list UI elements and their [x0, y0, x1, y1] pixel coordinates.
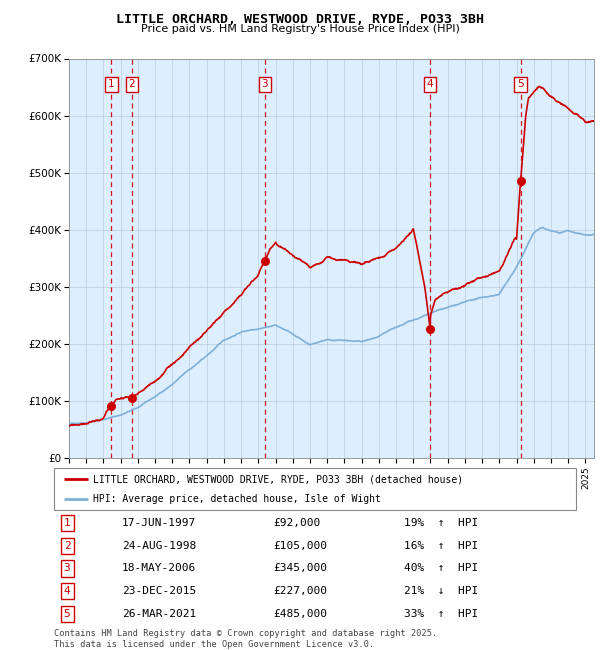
Text: 3: 3	[64, 564, 70, 573]
Text: £485,000: £485,000	[273, 609, 327, 619]
Text: 16%  ↑  HPI: 16% ↑ HPI	[404, 541, 478, 551]
Text: 5: 5	[517, 79, 524, 90]
FancyBboxPatch shape	[54, 468, 576, 510]
Text: 2: 2	[64, 541, 70, 551]
Text: Contains HM Land Registry data © Crown copyright and database right 2025.
This d: Contains HM Land Registry data © Crown c…	[54, 629, 437, 649]
Text: 40%  ↑  HPI: 40% ↑ HPI	[404, 564, 478, 573]
Text: 1: 1	[64, 518, 70, 528]
Text: 26-MAR-2021: 26-MAR-2021	[122, 609, 196, 619]
Text: HPI: Average price, detached house, Isle of Wight: HPI: Average price, detached house, Isle…	[93, 494, 381, 504]
Text: LITTLE ORCHARD, WESTWOOD DRIVE, RYDE, PO33 3BH: LITTLE ORCHARD, WESTWOOD DRIVE, RYDE, PO…	[116, 13, 484, 26]
Text: £345,000: £345,000	[273, 564, 327, 573]
Text: Price paid vs. HM Land Registry's House Price Index (HPI): Price paid vs. HM Land Registry's House …	[140, 24, 460, 34]
Text: £227,000: £227,000	[273, 586, 327, 596]
Text: 3: 3	[262, 79, 268, 90]
Text: 18-MAY-2006: 18-MAY-2006	[122, 564, 196, 573]
Text: 4: 4	[427, 79, 433, 90]
Text: £105,000: £105,000	[273, 541, 327, 551]
Text: 21%  ↓  HPI: 21% ↓ HPI	[404, 586, 478, 596]
Text: 2: 2	[128, 79, 135, 90]
Text: 4: 4	[64, 586, 70, 596]
Text: 23-DEC-2015: 23-DEC-2015	[122, 586, 196, 596]
Text: 24-AUG-1998: 24-AUG-1998	[122, 541, 196, 551]
Text: LITTLE ORCHARD, WESTWOOD DRIVE, RYDE, PO33 3BH (detached house): LITTLE ORCHARD, WESTWOOD DRIVE, RYDE, PO…	[93, 474, 463, 484]
Text: 19%  ↑  HPI: 19% ↑ HPI	[404, 518, 478, 528]
Text: 17-JUN-1997: 17-JUN-1997	[122, 518, 196, 528]
Text: £92,000: £92,000	[273, 518, 320, 528]
Text: 5: 5	[64, 609, 70, 619]
Text: 33%  ↑  HPI: 33% ↑ HPI	[404, 609, 478, 619]
Text: 1: 1	[108, 79, 115, 90]
